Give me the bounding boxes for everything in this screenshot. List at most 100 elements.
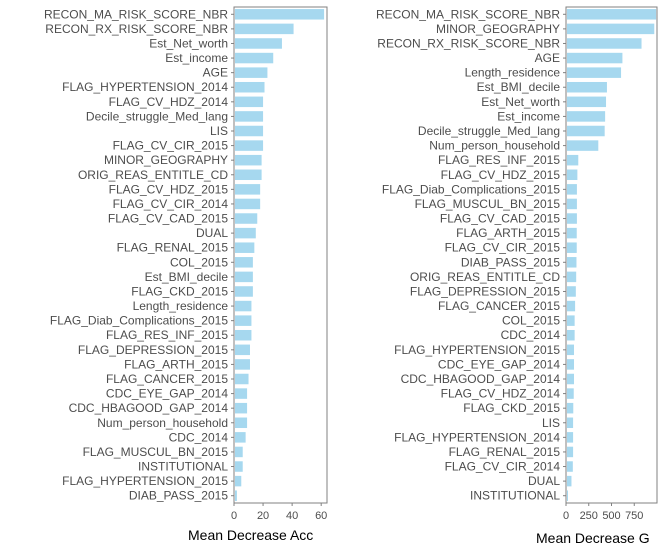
- y-tick-label: Decile_struggle_Med_lang: [86, 109, 228, 123]
- y-tick-label: FLAG_CV_CIR_2015: [113, 139, 229, 153]
- bar-cdc_2014: [567, 329, 575, 341]
- bar-flag_diab_complications_2015: [235, 315, 252, 326]
- bar-flag_cv_cir_2015: [567, 242, 577, 253]
- y-tick-label: FLAG_CV_HDZ_2015: [441, 168, 561, 182]
- y-tick-label: COL_2015: [502, 314, 560, 328]
- y-tick-label: AGE: [535, 51, 560, 65]
- y-tick-label: FLAG_CV_CIR_2014: [445, 460, 561, 474]
- y-tick-label: FLAG_CV_HDZ_2014: [441, 387, 561, 401]
- bar-flag_ckd_2015: [567, 402, 574, 414]
- y-tick-label: RECON_MA_RISK_SCORE_NBR: [376, 7, 560, 21]
- y-tick-label: DUAL: [196, 226, 228, 240]
- y-tick-label: CDC_2014: [501, 328, 561, 342]
- y-tick-label: Est_Net_worth: [481, 95, 560, 109]
- bar-est_net_worth: [235, 38, 282, 49]
- bar-age: [567, 52, 623, 64]
- bar-est_bmi_decile: [235, 271, 253, 283]
- x-tick-label: 0: [231, 510, 237, 522]
- plot-frame: [233, 6, 328, 504]
- bar-col_2015: [567, 315, 575, 326]
- bar-num_person_household: [235, 417, 248, 429]
- bar-decile_struggle_med_lang: [567, 125, 605, 137]
- y-tick-label: INSTITUTIONAL: [470, 489, 560, 503]
- bar-flag_hypertension_2014: [567, 432, 574, 443]
- bar-lis: [235, 125, 264, 137]
- y-tick-label: FLAG_CV_HDZ_2015: [109, 182, 229, 196]
- bar-flag_cv_cir_2014: [235, 198, 261, 210]
- y-tick-label: RECON_MA_RISK_SCORE_NBR: [44, 7, 228, 21]
- y-tick-label: FLAG_CV_CAD_2015: [108, 212, 228, 226]
- x-tick-label: 20: [257, 510, 269, 522]
- x-tick-label: 750: [625, 510, 643, 522]
- y-tick-label: Num_person_household: [97, 416, 228, 430]
- y-tick-label: ORIG_REAS_ENTITLE_CD: [78, 168, 228, 182]
- bar-cdc_hbagood_gap_2014: [235, 402, 248, 414]
- bar-recon_rx_risk_score_nbr: [567, 38, 642, 49]
- y-tick-label: Length_residence: [465, 66, 561, 80]
- bar-decile_struggle_med_lang: [235, 111, 264, 122]
- bar-length_residence: [235, 300, 252, 312]
- bar-dual: [235, 227, 256, 239]
- bar-flag_cv_cir_2014: [567, 461, 573, 472]
- y-tick-label: DIAB_PASS_2015: [129, 489, 229, 503]
- y-tick-label: CDC_EYE_GAP_2014: [438, 357, 560, 371]
- y-tick-label: AGE: [203, 66, 228, 80]
- bar-est_net_worth: [567, 96, 607, 108]
- bar-flag_res_inf_2015: [567, 154, 579, 166]
- y-tick-label: COL_2015: [170, 255, 228, 269]
- y-tick-label: Decile_struggle_Med_lang: [418, 124, 560, 138]
- bar-num_person_household: [567, 140, 599, 151]
- x-tick-label: 500: [602, 510, 620, 522]
- bar-flag_cv_hdz_2014: [567, 388, 574, 399]
- y-tick-label: MINOR_GEOGRAPHY: [104, 153, 228, 167]
- y-tick-label: FLAG_MUSCUL_BN_2015: [415, 197, 561, 211]
- bar-est_income: [567, 111, 606, 122]
- bar-flag_cancer_2015: [235, 373, 249, 385]
- bar-institutional: [235, 461, 243, 472]
- y-tick-label: RECON_RX_RISK_SCORE_NBR: [377, 36, 560, 50]
- bar-flag_cv_hdz_2015: [567, 169, 578, 181]
- y-tick-label: INSTITUTIONAL: [138, 460, 228, 474]
- bar-recon_rx_risk_score_nbr: [235, 23, 294, 35]
- bar-cdc_eye_gap_2014: [567, 359, 575, 370]
- bar-flag_cv_cir_2015: [235, 140, 264, 151]
- bar-minor_geography: [567, 23, 655, 35]
- y-tick-label: DIAB_PASS_2015: [461, 255, 561, 269]
- bar-recon_ma_risk_score_nbr: [235, 9, 325, 20]
- y-tick-label: FLAG_CANCER_2015: [438, 299, 560, 313]
- bar-est_income: [235, 52, 274, 64]
- y-tick-label: FLAG_ARTH_2015: [124, 357, 228, 371]
- y-tick-label: FLAG_MUSCUL_BN_2015: [83, 445, 229, 459]
- y-tick-label: FLAG_CV_CIR_2015: [445, 241, 561, 255]
- bar-orig_reas_entitle_cd: [567, 271, 577, 283]
- y-tick-label: FLAG_HYPERTENSION_2014: [394, 430, 560, 444]
- bar-flag_cv_hdz_2015: [235, 184, 261, 195]
- chart-panel-2: RECON_MA_RISK_SCORE_NBRMINOR_GEOGRAPHYRE…: [376, 6, 658, 546]
- bar-est_bmi_decile: [567, 81, 607, 93]
- bar-cdc_hbagood_gap_2014: [567, 373, 575, 385]
- y-tick-label: Est_Net_worth: [149, 36, 228, 50]
- bar-diab_pass_2015: [567, 257, 577, 268]
- y-tick-label: CDC_2014: [169, 430, 229, 444]
- y-tick-label: FLAG_Diab_Complications_2015: [382, 182, 560, 196]
- y-tick-label: FLAG_HYPERTENSION_2014: [62, 80, 228, 94]
- y-tick-label: FLAG_HYPERTENSION_2015: [62, 474, 228, 488]
- x-tick-label: 0: [563, 510, 569, 522]
- bar-flag_muscul_bn_2015: [567, 198, 577, 210]
- bar-col_2015: [235, 257, 253, 268]
- bar-flag_muscul_bn_2015: [235, 446, 243, 458]
- x-tick-label: 250: [580, 510, 598, 522]
- y-tick-label: CDC_HBAGOOD_GAP_2014: [69, 401, 229, 415]
- y-tick-label: Length_residence: [133, 299, 229, 313]
- x-tick-label: 40: [286, 510, 298, 522]
- x-tick-label: 60: [315, 510, 327, 522]
- bar-length_residence: [567, 67, 622, 78]
- bar-flag_hypertension_2014: [235, 81, 265, 93]
- y-tick-label: FLAG_CANCER_2015: [106, 372, 228, 386]
- y-tick-label: FLAG_HYPERTENSION_2015: [394, 343, 560, 357]
- y-tick-label: FLAG_Diab_Complications_2015: [50, 314, 228, 328]
- bar-flag_renal_2015: [235, 242, 255, 253]
- y-tick-label: CDC_EYE_GAP_2014: [106, 387, 228, 401]
- y-tick-label: FLAG_CKD_2015: [463, 401, 560, 415]
- bar-flag_hypertension_2015: [235, 475, 242, 487]
